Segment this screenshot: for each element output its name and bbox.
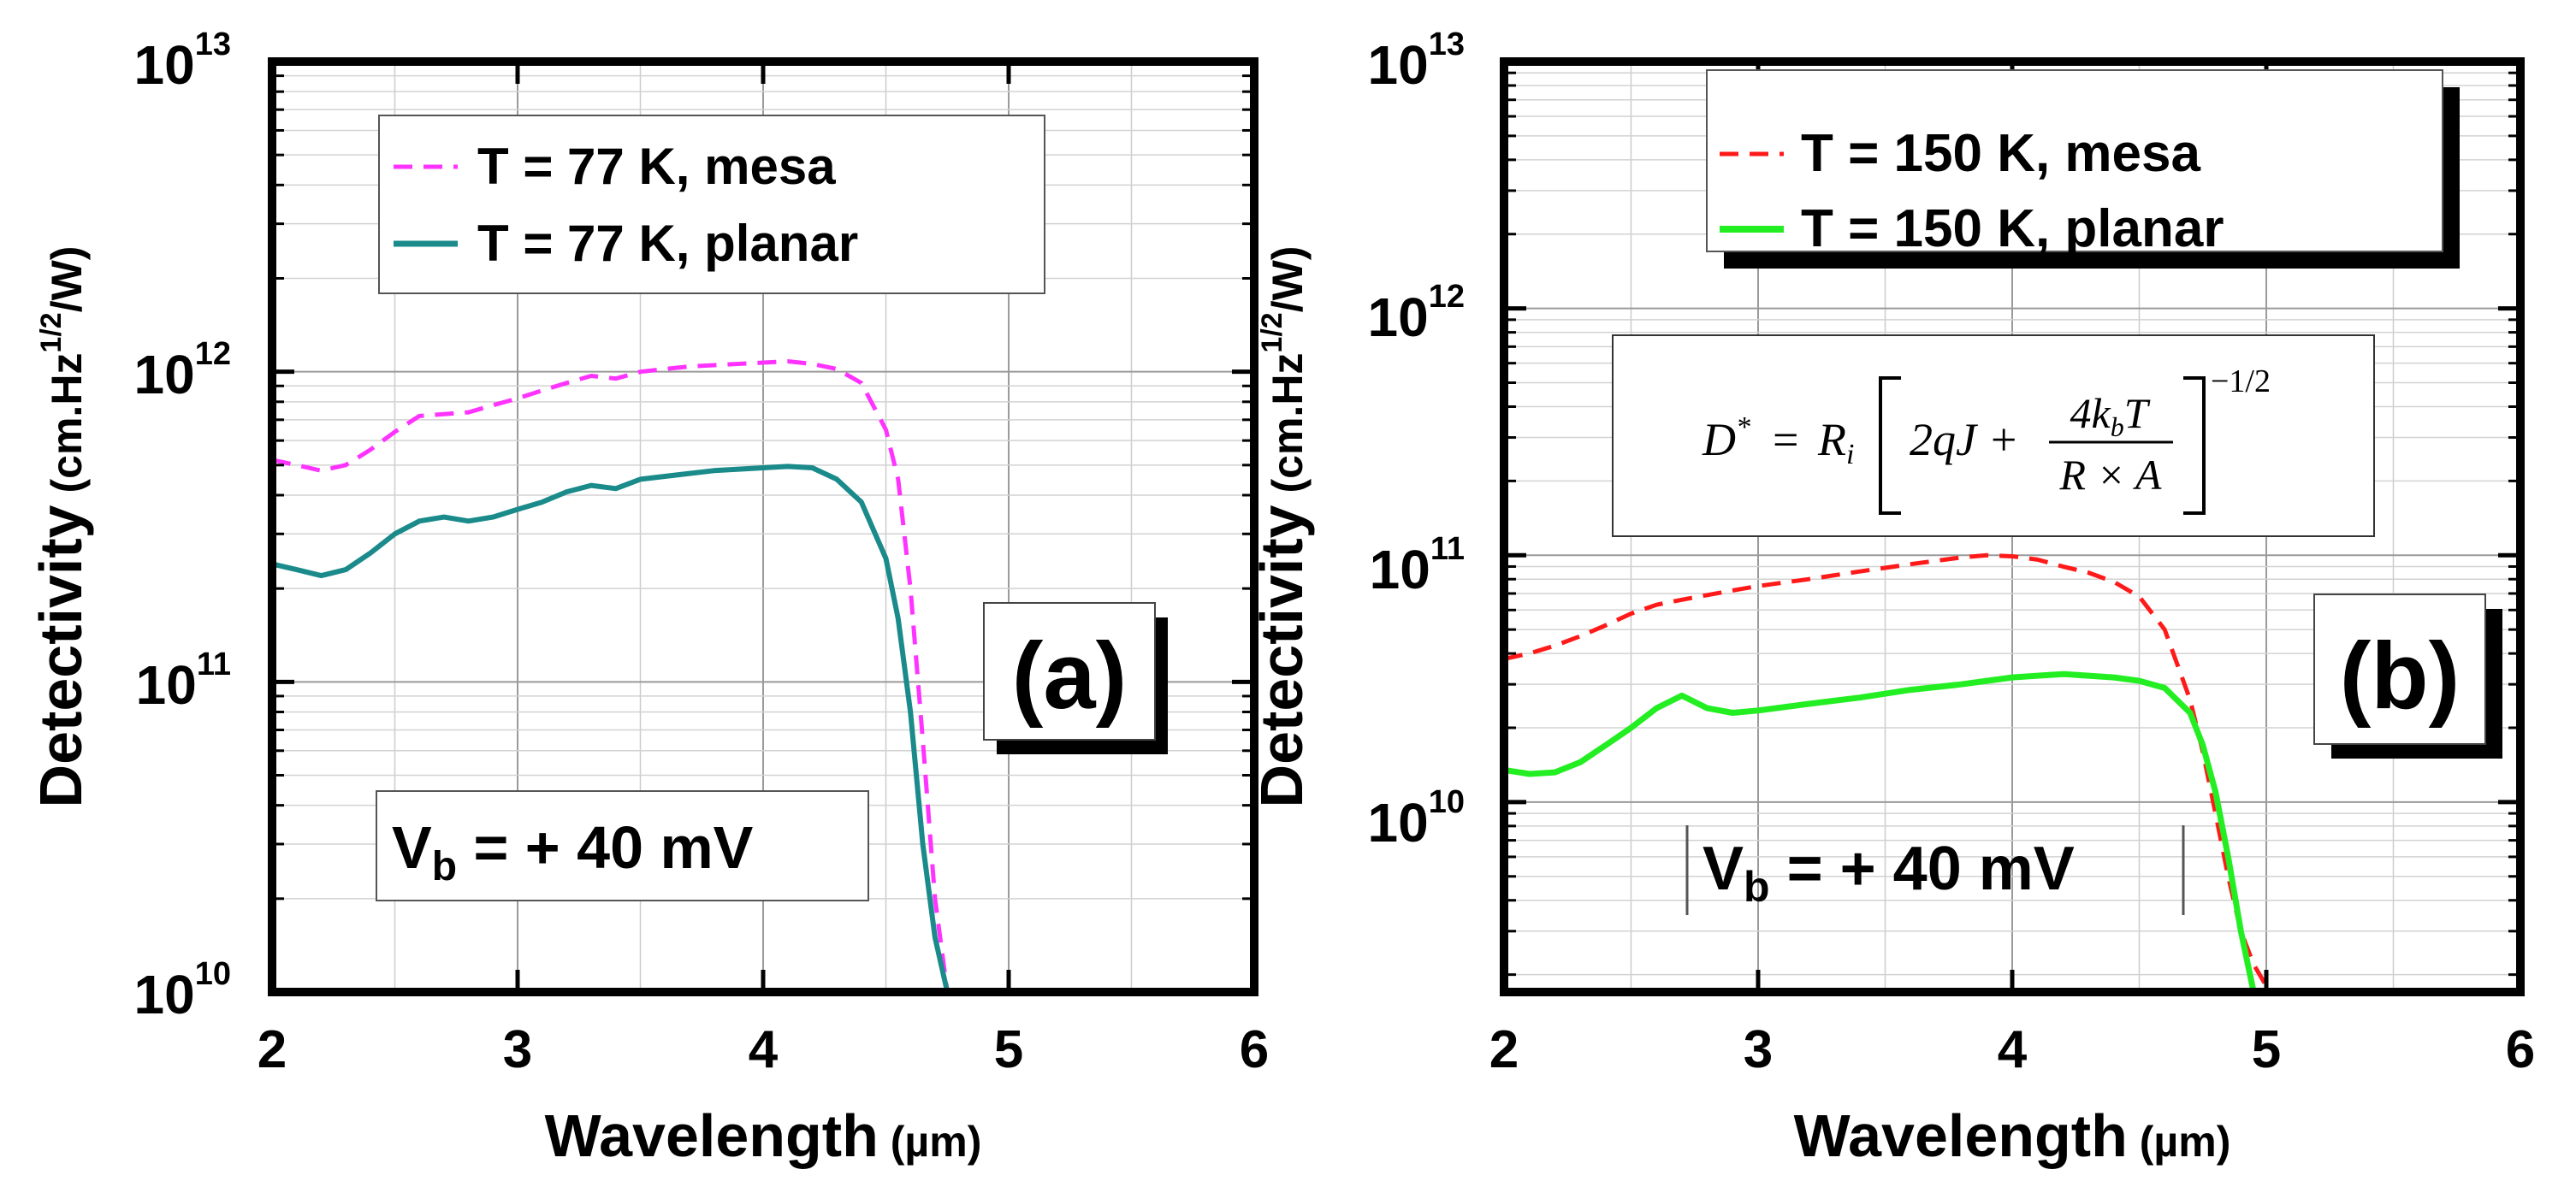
panel-b-plot — [1503, 552, 2269, 993]
legend-box — [378, 115, 1045, 294]
panel-b-formula: D* = Ri 2qJ + 4kbT R × A −1/2 — [1612, 334, 2375, 537]
panel-label-a: (a) — [1012, 623, 1127, 729]
formula-term1: 2qJ + — [1910, 414, 2019, 465]
panel-b-xtick-labels: 2 3 4 5 6 — [1489, 1020, 2535, 1079]
legend-label-150k-planar: T = 150 K, planar — [1801, 199, 2224, 258]
ytick-label-1e11: 1011 — [1370, 531, 1465, 600]
panel-label-b: (b) — [2340, 623, 2460, 729]
ytick-label-1e12: 1012 — [1368, 279, 1465, 348]
series-150k-planar-line — [1503, 670, 2257, 993]
vb-text: Vb = + 40 mV — [392, 814, 754, 889]
ytick-label-1e11: 1011 — [136, 647, 231, 716]
legend-box — [1706, 69, 2443, 252]
panel-a-ticks — [272, 62, 1254, 995]
ytick-label-1e13: 1013 — [134, 27, 231, 96]
xtick-label-6: 6 — [2506, 1020, 2535, 1079]
xtick-label-5: 5 — [2252, 1020, 2281, 1079]
xtick-label-5: 5 — [994, 1020, 1023, 1079]
panel-b-label-box: (b) — [2313, 594, 2502, 759]
panel-b-ticks — [1504, 62, 2520, 992]
panel-a-xtick-labels: 2 3 4 5 6 — [258, 1020, 1269, 1079]
xtick-label-6: 6 — [1240, 1020, 1269, 1079]
series-77k-mesa-line — [271, 359, 950, 993]
panel-b-legend: T = 150 K, mesa T = 150 K, planar — [1706, 69, 2460, 269]
panel-b: T = 150 K, mesa T = 150 K, planar D* = R… — [1248, 27, 2535, 1169]
legend-label-77k-mesa: T = 77 K, mesa — [477, 138, 836, 195]
panel-a-legend: T = 77 K, mesa T = 77 K, planar — [378, 115, 1045, 294]
panel-a-label-box: (a) — [983, 602, 1168, 754]
legend-label-77k-planar: T = 77 K, planar — [477, 215, 858, 272]
ytick-label-1e10: 1010 — [1368, 784, 1465, 853]
label-box — [2313, 594, 2486, 745]
panel-a-xlabel: Wavelength (µm) — [545, 1102, 982, 1169]
xtick-label-2: 2 — [258, 1020, 287, 1079]
panel-a-plot — [271, 359, 950, 993]
series-77k-planar-line — [271, 464, 950, 993]
formula-bracket-left — [1879, 376, 1901, 515]
formula-denominator: R × A — [2059, 451, 2162, 499]
legend-label-150k-mesa: T = 150 K, mesa — [1801, 124, 2201, 183]
formula-equals: = — [1773, 414, 1798, 465]
formula-numerator: 4kbT — [2070, 389, 2150, 442]
vb-box — [376, 790, 869, 901]
formula-lhs: D* — [1702, 411, 1750, 465]
panel-b-vb-annotation: Vb = + 40 mV — [1685, 825, 2185, 915]
panel-b-ylabel: Detectivity (cm.Hz1/2/W) — [1248, 246, 1315, 808]
series-150k-mesa-line — [1503, 552, 2269, 988]
formula-box — [1612, 334, 2375, 537]
label-box — [983, 602, 1156, 741]
formula-bracket-right — [2183, 376, 2206, 515]
vb-text: Vb = + 40 mV — [1703, 835, 2075, 911]
xtick-label-3: 3 — [503, 1020, 532, 1079]
xtick-label-2: 2 — [1489, 1020, 1519, 1079]
panel-a-ylabel: Detectivity (cm.Hz1/2/W) — [27, 246, 94, 808]
ytick-label-1e13: 1013 — [1368, 27, 1465, 96]
panel-a-vb-annotation: Vb = + 40 mV — [376, 790, 869, 901]
ytick-label-1e12: 1012 — [134, 336, 231, 405]
xtick-label-3: 3 — [1744, 1020, 1773, 1079]
formula-r: Ri — [1817, 414, 1854, 470]
formula-exponent: −1/2 — [2211, 363, 2271, 399]
panel-a: T = 77 K, mesa T = 77 K, planar (a) Vb =… — [27, 27, 1269, 1169]
panel-b-ytick-labels: 1010 1011 1012 1013 — [1368, 27, 1465, 853]
xtick-label-4: 4 — [749, 1020, 779, 1079]
panel-b-xlabel: Wavelength (µm) — [1794, 1102, 2231, 1169]
panel-a-ytick-labels: 1010 1011 1012 1013 — [134, 27, 231, 1025]
ytick-label-1e10: 1010 — [134, 956, 231, 1025]
xtick-label-4: 4 — [1998, 1020, 2028, 1079]
